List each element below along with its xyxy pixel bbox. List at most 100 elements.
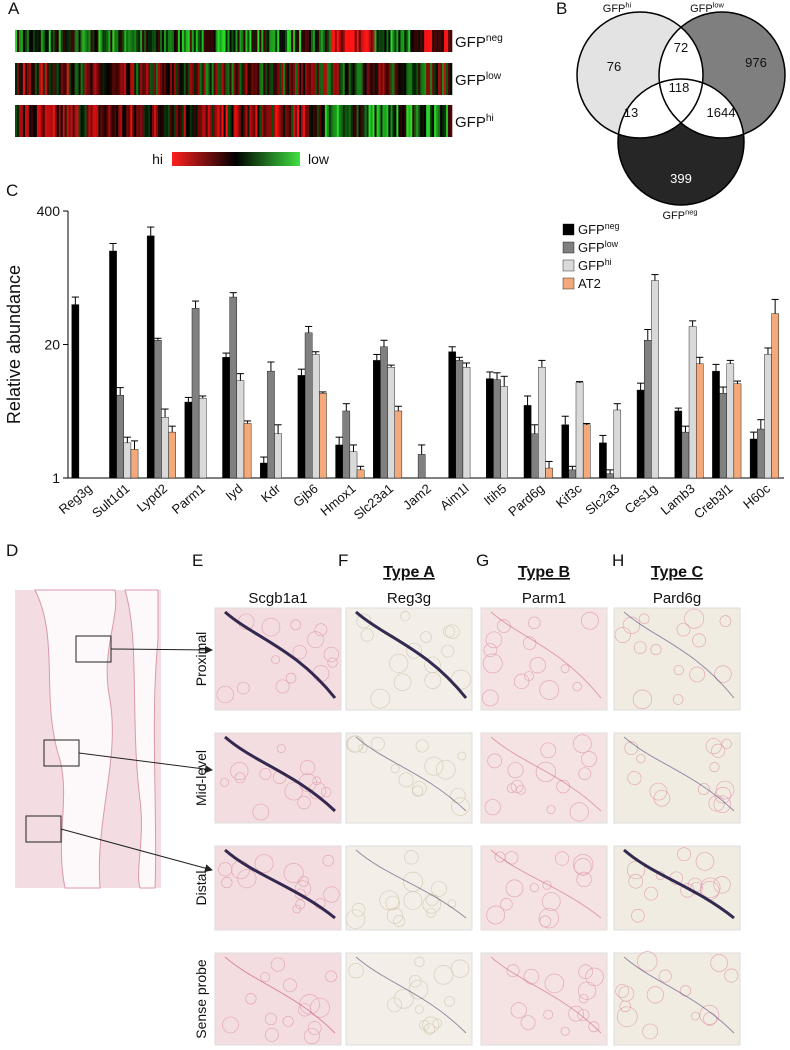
heatmap-cell bbox=[390, 105, 393, 137]
alveolus bbox=[700, 877, 721, 899]
error-bar bbox=[243, 420, 252, 424]
error-bar bbox=[357, 465, 365, 470]
heatmap-cell bbox=[338, 63, 342, 95]
error-bar bbox=[154, 337, 162, 341]
heatmap-cell bbox=[326, 105, 330, 137]
heatmap-cell bbox=[243, 30, 246, 52]
heatmap-cell bbox=[150, 63, 153, 95]
heatmap-cell bbox=[211, 105, 214, 137]
error-bar bbox=[297, 368, 306, 376]
venn-overlap bbox=[618, 79, 703, 138]
heatmap-cell bbox=[422, 105, 425, 137]
heatmap-cell bbox=[312, 105, 316, 137]
heatmap-cell bbox=[15, 30, 18, 52]
bar bbox=[123, 442, 132, 479]
heatmap-cell bbox=[181, 63, 185, 95]
heatmap-cell bbox=[116, 105, 119, 137]
heatmap-cell bbox=[424, 30, 427, 52]
heatmap-cell bbox=[281, 30, 284, 52]
heatmap-cell bbox=[187, 105, 191, 137]
heatmap-cell bbox=[211, 63, 214, 95]
error-bar bbox=[394, 405, 402, 411]
heatmap-cell bbox=[219, 105, 222, 137]
alveolus bbox=[345, 909, 366, 930]
heatmap-cell bbox=[76, 105, 79, 137]
heatmap-cell bbox=[281, 63, 284, 95]
heatmap-cell bbox=[291, 105, 294, 137]
alveolus bbox=[411, 785, 424, 797]
alveolus bbox=[715, 780, 735, 800]
heatmap-cell bbox=[90, 105, 93, 137]
bar bbox=[259, 462, 268, 479]
heatmap-cell bbox=[104, 105, 107, 137]
heatmap-cell bbox=[330, 105, 334, 137]
heatmap-cell bbox=[167, 30, 171, 52]
heatmap-cell bbox=[32, 30, 36, 52]
heatmap-cell bbox=[287, 105, 290, 137]
heatmap-cell bbox=[364, 105, 367, 137]
heatmap-cell bbox=[122, 105, 125, 137]
bar bbox=[394, 410, 403, 479]
heatmap-cell bbox=[291, 30, 294, 52]
error-bar bbox=[696, 356, 704, 364]
heatmap-cell bbox=[106, 63, 109, 95]
alveolus bbox=[303, 1028, 320, 1045]
heatmap-cell bbox=[432, 30, 435, 52]
heatmap-cell bbox=[28, 105, 32, 137]
heatmap-cell bbox=[66, 105, 69, 137]
heatmap-cell bbox=[195, 63, 199, 95]
alveolus bbox=[444, 996, 455, 1007]
heatmap-cell bbox=[76, 30, 79, 52]
column-type: Type C bbox=[651, 564, 704, 581]
bar bbox=[387, 367, 395, 479]
heatmap-cell bbox=[402, 30, 405, 52]
heatmap-cell bbox=[80, 63, 83, 95]
x-tick-label: Lypd2 bbox=[134, 481, 170, 515]
alveolus bbox=[431, 880, 447, 897]
alveolus bbox=[234, 772, 246, 784]
panel-letter: H bbox=[612, 551, 624, 570]
bar bbox=[712, 370, 720, 479]
alveolus bbox=[569, 802, 589, 822]
heatmap-cell bbox=[16, 30, 20, 52]
heatmap-cell bbox=[255, 30, 258, 52]
heatmap-cell bbox=[394, 63, 397, 95]
alveolus bbox=[400, 611, 411, 622]
heatmap-cell bbox=[88, 105, 91, 137]
alveolus bbox=[699, 1004, 720, 1025]
alveolus bbox=[653, 789, 671, 807]
heatmap-cell bbox=[66, 63, 69, 95]
heatmap-cell bbox=[374, 105, 377, 137]
alveolus bbox=[264, 1012, 277, 1026]
y-axis-label: Relative abundance bbox=[4, 265, 24, 424]
y-tick-label: 1 bbox=[52, 470, 60, 486]
error-bar bbox=[387, 364, 395, 368]
bar bbox=[636, 389, 645, 479]
bar bbox=[356, 469, 365, 479]
heatmap-cell bbox=[148, 63, 151, 95]
heatmap-cell bbox=[116, 63, 119, 95]
heatmap-cell bbox=[428, 30, 431, 52]
heatmap-cell bbox=[420, 63, 423, 95]
heatmap-cell bbox=[217, 105, 220, 137]
heatmap-cell bbox=[34, 30, 38, 52]
heatmap-cell bbox=[237, 30, 240, 52]
heatmap-cell bbox=[243, 105, 246, 137]
heatmap-cell bbox=[289, 30, 292, 52]
alveolus bbox=[270, 957, 286, 972]
heatmap-cell bbox=[132, 63, 135, 95]
heatmap-cell bbox=[80, 30, 83, 52]
alveolus bbox=[574, 858, 592, 876]
heatmap-cell bbox=[261, 30, 264, 52]
alveolus bbox=[649, 782, 668, 801]
heatmap-cell bbox=[434, 30, 437, 52]
alveolus bbox=[284, 781, 303, 801]
heatmap-cell bbox=[348, 30, 351, 52]
heatmap-cell bbox=[251, 63, 254, 95]
heatmap-cell bbox=[442, 105, 445, 137]
alveolus bbox=[245, 993, 257, 1005]
heatmap-cell bbox=[223, 63, 226, 95]
bar bbox=[688, 326, 697, 479]
alveolus bbox=[457, 751, 467, 761]
heatmap-cell bbox=[253, 30, 256, 52]
